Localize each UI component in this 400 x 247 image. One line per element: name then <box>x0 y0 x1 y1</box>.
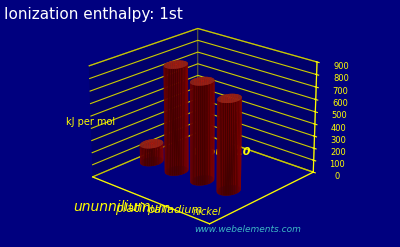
Text: www.webelements.com: www.webelements.com <box>194 225 302 234</box>
Text: Ionization enthalpy: 1st: Ionization enthalpy: 1st <box>4 7 183 22</box>
